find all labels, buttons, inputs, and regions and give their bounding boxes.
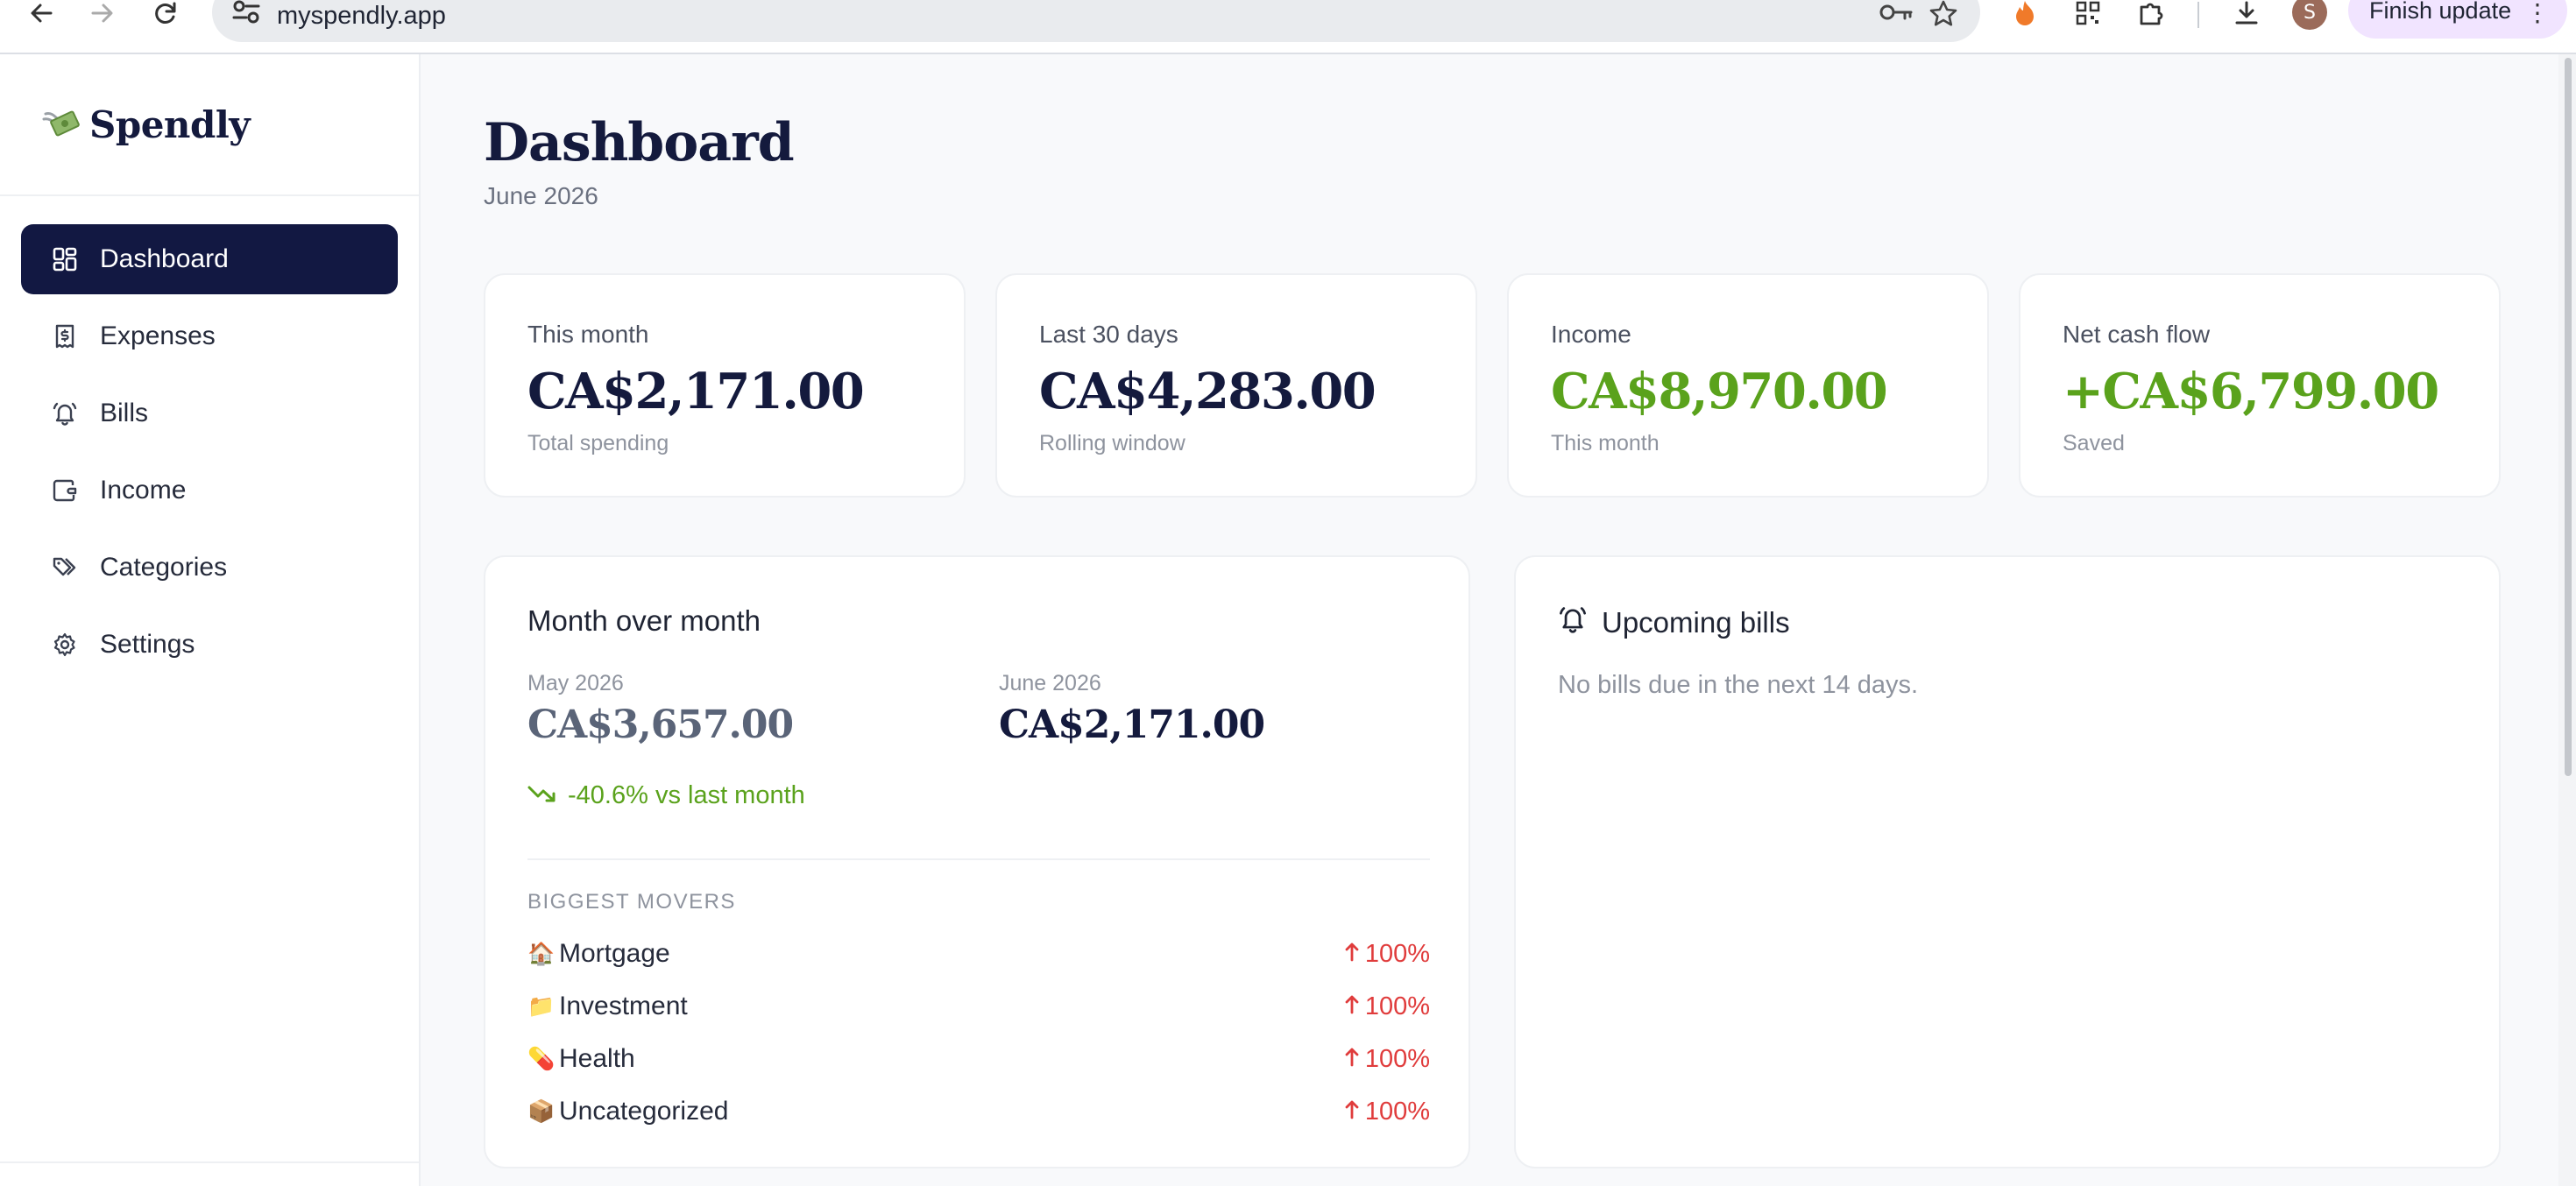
arrow-up-icon — [1344, 940, 1360, 969]
divider — [527, 858, 1430, 860]
sidebar-item-label: Income — [100, 476, 187, 505]
current-month-label: June 2026 — [999, 671, 1101, 695]
logo-text: Spendly — [89, 103, 251, 146]
previous-month-value: CA$3,657.00 — [527, 702, 794, 747]
extensions-puzzle-icon[interactable] — [2138, 0, 2164, 26]
sidebar-item-categories[interactable]: Categories — [21, 533, 398, 603]
card-title: Upcoming bills — [1558, 604, 1790, 641]
stat-label: This month — [527, 321, 649, 348]
month-delta: -40.6% vs last month — [527, 781, 805, 810]
scrollbar-thumb[interactable] — [2565, 58, 2572, 776]
wallet-icon — [49, 475, 81, 506]
finish-update-button[interactable]: Finish update ⋮ — [2348, 0, 2567, 39]
stat-card-this-month: This month CA$2,171.00 Total spending — [484, 273, 966, 498]
finish-update-label: Finish update — [2369, 0, 2512, 24]
app-logo[interactable]: Spendly — [40, 103, 251, 146]
profile-avatar[interactable]: S — [2292, 0, 2327, 30]
sidebar: Spendly Dashboard Expenses Bills Income — [0, 54, 421, 1186]
mover-change: 100% — [1364, 1097, 1430, 1126]
page-scrollbar[interactable] — [2558, 54, 2576, 1186]
back-icon[interactable] — [19, 0, 63, 26]
sidebar-item-label: Expenses — [100, 321, 216, 350]
arrow-up-icon — [1344, 1045, 1360, 1074]
mover-name: Investment — [559, 992, 688, 1020]
mover-name: Mortgage — [559, 939, 670, 968]
mover-name: Uncategorized — [559, 1097, 729, 1126]
trending-down-icon — [527, 781, 557, 810]
browser-toolbar: myspendly.app S Finish update ⋮ — [0, 0, 2576, 54]
stat-card-last-30-days: Last 30 days CA$4,283.00 Rolling window — [995, 273, 1477, 498]
mover-change: 100% — [1364, 939, 1430, 968]
current-month-value: CA$2,171.00 — [999, 702, 1265, 747]
money-wings-icon — [40, 105, 82, 145]
address-bar[interactable]: myspendly.app — [212, 0, 1980, 42]
sidebar-item-income[interactable]: Income — [21, 455, 398, 526]
mover-change: 100% — [1364, 992, 1430, 1020]
pill-icon: 💊 — [527, 1046, 556, 1071]
stat-card-net-cash-flow: Net cash flow +CA$6,799.00 Saved — [2019, 273, 2501, 498]
folder-icon: 📁 — [527, 993, 556, 1019]
sidebar-item-label: Settings — [100, 630, 195, 659]
sidebar-item-bills[interactable]: Bills — [21, 378, 398, 448]
stat-caption: Saved — [2063, 431, 2125, 455]
stat-caption: This month — [1551, 431, 1660, 455]
mover-row: 📁 Investment 100% — [527, 985, 1430, 1028]
stat-caption: Rolling window — [1039, 431, 1185, 455]
sidebar-item-label: Dashboard — [100, 244, 229, 273]
mover-row: 💊 Health 100% — [527, 1037, 1430, 1081]
arrow-up-icon — [1344, 992, 1360, 1021]
bookmark-star-icon[interactable] — [1929, 0, 1957, 31]
mover-change: 100% — [1364, 1044, 1430, 1073]
forward-icon[interactable] — [81, 0, 124, 26]
stat-value: CA$2,171.00 — [527, 363, 865, 420]
stat-value: CA$4,283.00 — [1039, 363, 1376, 420]
biggest-movers-heading: BIGGEST MOVERS — [527, 890, 736, 914]
site-settings-icon[interactable] — [231, 0, 261, 29]
tags-icon — [49, 552, 81, 583]
receipt-icon — [49, 321, 81, 352]
upcoming-bills-title: Upcoming bills — [1602, 606, 1790, 639]
card-title: Month over month — [527, 604, 761, 637]
page-subtitle: June 2026 — [484, 182, 598, 209]
empty-state-text: No bills due in the next 14 days. — [1558, 671, 1919, 699]
month-over-month-card: Month over month May 2026 CA$3,657.00 Ju… — [484, 555, 1470, 1168]
upcoming-bills-card: Upcoming bills No bills due in the next … — [1514, 555, 2501, 1168]
stat-label: Last 30 days — [1039, 321, 1178, 348]
sidebar-divider — [0, 194, 419, 196]
reload-icon[interactable] — [144, 0, 188, 26]
delta-text: -40.6% vs last month — [568, 781, 805, 809]
sidebar-item-label: Bills — [100, 399, 149, 427]
mover-row: 📦 Uncategorized 100% — [527, 1090, 1430, 1133]
mover-row: 🏠 Mortgage 100% — [527, 932, 1430, 976]
gear-icon — [49, 629, 81, 660]
stat-value: +CA$6,799.00 — [2063, 363, 2439, 420]
sidebar-item-dashboard[interactable]: Dashboard — [21, 224, 398, 294]
download-icon[interactable] — [2233, 0, 2261, 26]
package-icon: 📦 — [527, 1098, 556, 1124]
sidebar-item-settings[interactable]: Settings — [21, 610, 398, 680]
bell-ring-icon — [1558, 604, 1588, 641]
previous-month-label: May 2026 — [527, 671, 624, 695]
url-text[interactable]: myspendly.app — [277, 2, 446, 30]
stat-card-income: Income CA$8,970.00 This month — [1507, 273, 1989, 498]
mover-name: Health — [559, 1044, 635, 1073]
page-title: Dashboard — [484, 112, 795, 173]
stat-label: Net cash flow — [2063, 321, 2211, 348]
sidebar-item-label: Categories — [100, 553, 228, 582]
sidebar-footer-divider — [0, 1161, 419, 1163]
sidebar-item-expenses[interactable]: Expenses — [21, 301, 398, 371]
stat-caption: Total spending — [527, 431, 669, 455]
arrow-up-icon — [1344, 1098, 1360, 1126]
more-vert-icon[interactable]: ⋮ — [2525, 0, 2550, 26]
extension-flame-icon[interactable] — [2012, 0, 2038, 26]
dashboard-icon — [49, 244, 81, 275]
toolbar-separator — [2197, 2, 2199, 28]
house-icon: 🏠 — [527, 941, 556, 966]
bell-icon — [49, 398, 81, 429]
stat-value: CA$8,970.00 — [1551, 363, 1888, 420]
password-key-icon[interactable] — [1879, 2, 1914, 27]
extension-qr-icon[interactable] — [2075, 0, 2101, 26]
sidebar-nav: Dashboard Expenses Bills Income Categori… — [21, 224, 398, 687]
stat-label: Income — [1551, 321, 1631, 348]
